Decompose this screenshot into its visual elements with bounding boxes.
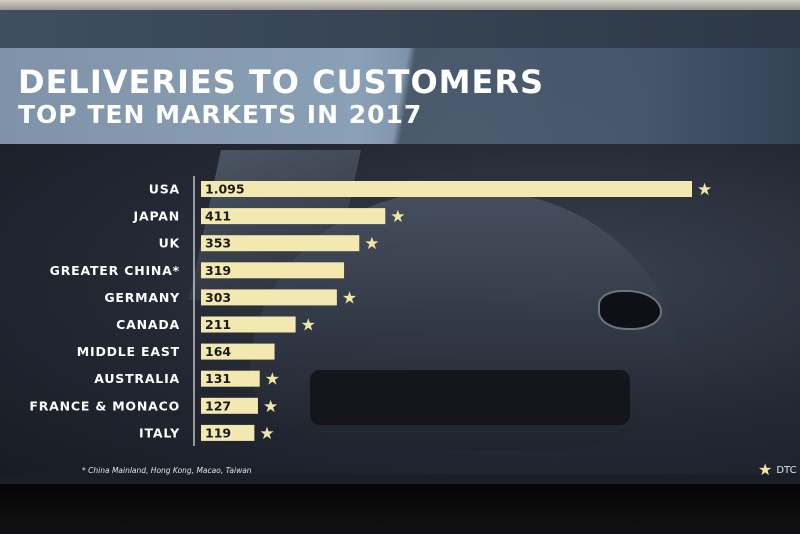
- header-wedge: [0, 48, 800, 144]
- category-label: AUSTRALIA: [94, 371, 180, 386]
- dtc-star-icon: ★: [390, 207, 405, 227]
- bar: [201, 235, 360, 252]
- star-icon: ★: [758, 460, 773, 479]
- bar: [201, 316, 296, 333]
- dtc-star-icon: ★: [697, 180, 712, 200]
- bar: [201, 397, 258, 414]
- dtc-star-icon: ★: [265, 370, 280, 390]
- data-label: 1.095: [205, 182, 245, 197]
- category-label: FRANCE & MONACO: [29, 398, 180, 413]
- legend: ★ DTC: [758, 462, 797, 478]
- dtc-star-icon: ★: [364, 234, 379, 254]
- category-label: GREATER CHINA*: [50, 263, 180, 278]
- dtc-star-icon: ★: [301, 316, 316, 336]
- data-label: 319: [205, 263, 231, 278]
- bar: [201, 208, 386, 225]
- data-label: 164: [205, 344, 231, 359]
- data-label: 211: [205, 317, 231, 332]
- legend-label: DTC: [776, 464, 797, 476]
- category-label: MIDDLE EAST: [77, 344, 180, 359]
- category-label: GERMANY: [104, 290, 180, 305]
- car-headlight-shape: [598, 290, 662, 330]
- bar: [201, 262, 345, 279]
- data-label: 131: [205, 371, 231, 386]
- header-top-band: [0, 10, 800, 48]
- slide-subtitle: TOP TEN MARKETS IN 2017: [18, 100, 423, 129]
- category-label: JAPAN: [133, 209, 180, 224]
- car-grille-shape: [310, 370, 630, 425]
- category-label: USA: [149, 182, 180, 197]
- bar: [201, 424, 255, 441]
- slide-title: DELIVERIES TO CUSTOMERS: [18, 63, 545, 101]
- bar: [201, 370, 260, 387]
- footnote: * China Mainland, Hong Kong, Macao, Taiw…: [82, 466, 252, 475]
- data-label: 127: [205, 398, 231, 413]
- bar: [201, 343, 275, 360]
- screen-bezel-bottom: [0, 484, 800, 534]
- dtc-star-icon: ★: [259, 424, 274, 444]
- bar: [201, 181, 692, 197]
- dtc-star-icon: ★: [263, 397, 278, 417]
- category-label: CANADA: [116, 317, 180, 332]
- bar: [201, 289, 337, 306]
- category-label: ITALY: [139, 425, 180, 440]
- category-label: UK: [159, 236, 181, 251]
- data-label: 119: [205, 425, 231, 440]
- data-label: 353: [205, 236, 231, 251]
- data-label: 411: [205, 209, 231, 224]
- dtc-star-icon: ★: [342, 288, 357, 308]
- screen-bezel-top: [0, 0, 800, 10]
- data-label: 303: [205, 290, 231, 305]
